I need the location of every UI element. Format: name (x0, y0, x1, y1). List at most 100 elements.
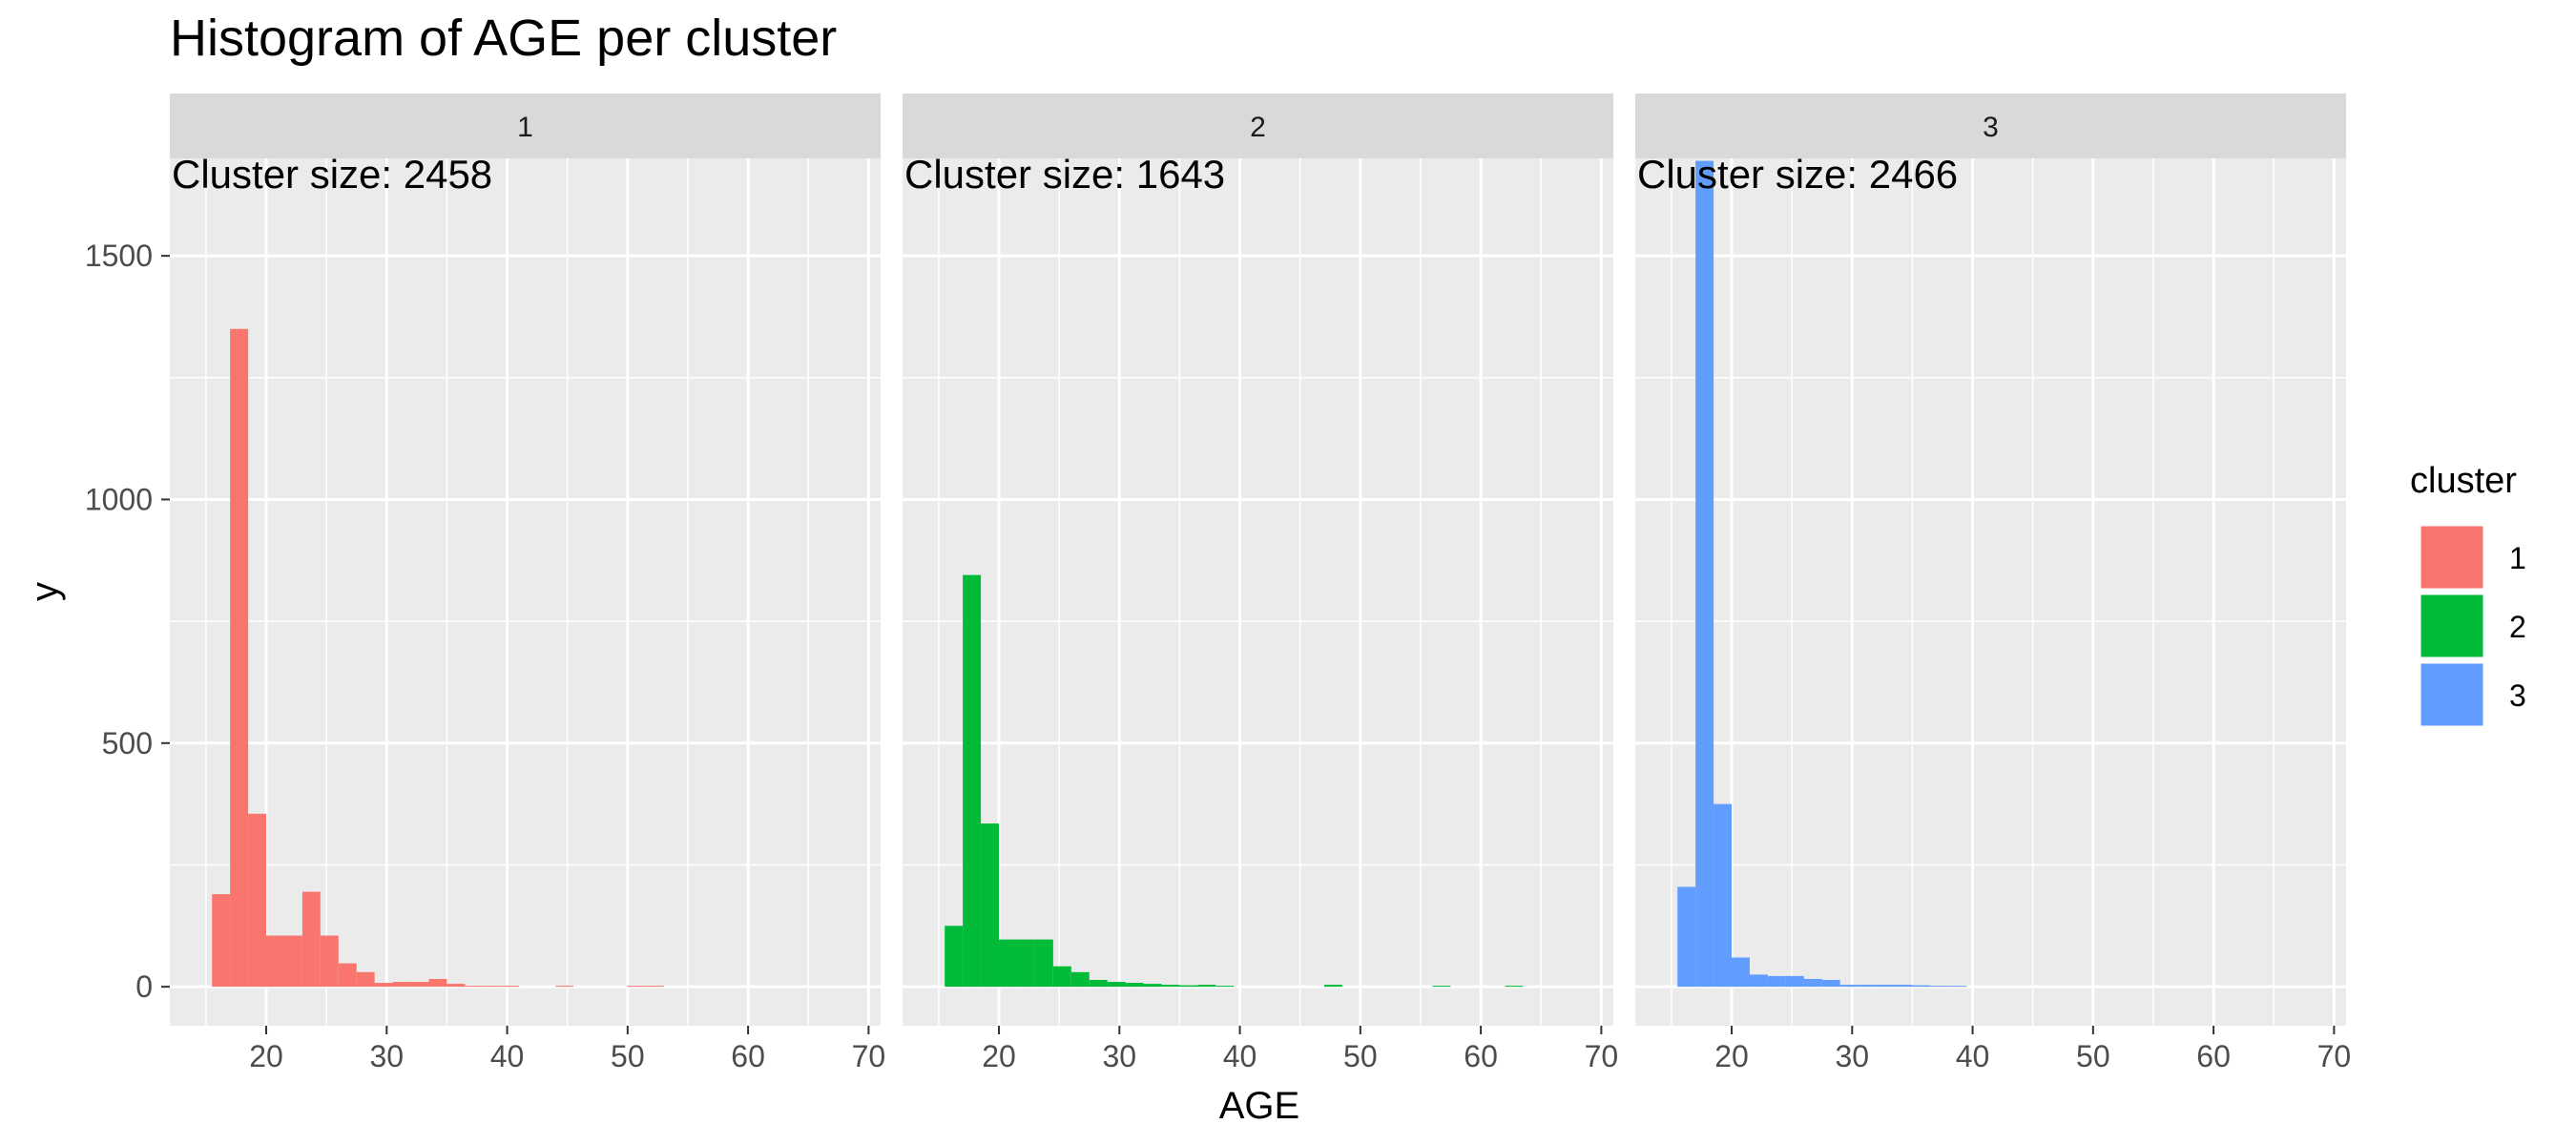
histogram-bar (981, 823, 1000, 988)
chart-title: Histogram of AGE per cluster (170, 10, 837, 67)
histogram-bar (1821, 979, 1840, 988)
x-tick-label: 50 (1343, 1039, 1378, 1073)
histogram-bar (1125, 983, 1144, 988)
histogram-bar (1179, 985, 1198, 988)
histogram-bar (248, 813, 267, 988)
y-tick-label: 1000 (85, 482, 153, 516)
histogram-bar (1215, 986, 1235, 988)
histogram-bar (447, 984, 466, 988)
facet-panel-1: 1 Cluster size: 2458 20 30 40 50 60 70 (170, 94, 885, 1073)
legend-title: cluster (2410, 461, 2517, 501)
histogram-bar (1894, 985, 1913, 988)
facet-strip-label: 2 (1250, 112, 1266, 143)
histogram-bar (555, 986, 574, 988)
panel-background (1635, 158, 2346, 1026)
histogram-bar (501, 986, 520, 988)
x-tick-label: 20 (1714, 1039, 1749, 1073)
histogram-bar (627, 986, 646, 988)
y-axis-title: y (24, 582, 66, 601)
histogram-bar (1749, 974, 1768, 988)
x-tick-label: 70 (1585, 1039, 1619, 1073)
histogram-bar (465, 986, 484, 988)
cluster-size-label: Cluster size: 2458 (172, 152, 492, 197)
histogram-bar (283, 935, 302, 988)
x-tick-label: 40 (1223, 1039, 1257, 1073)
facet-strip (1635, 94, 2346, 158)
histogram-bar (1143, 984, 1162, 988)
histogram-bar (266, 935, 284, 988)
x-tick-label: 40 (490, 1039, 525, 1073)
histogram-bar (1052, 966, 1071, 988)
x-tick-label: 30 (369, 1039, 404, 1073)
y-tick-label: 500 (102, 726, 153, 760)
facet-panel-3: 3 Cluster size: 2466 20 30 40 50 60 70 (1635, 94, 2351, 1073)
histogram-bar (1197, 985, 1216, 988)
x-tick-label: 60 (2196, 1039, 2231, 1073)
histogram-bar (1912, 985, 1931, 988)
histogram-bar (428, 978, 447, 988)
histogram-bar (410, 982, 429, 988)
facet-strip-label: 3 (1983, 112, 1999, 143)
histogram-bar (1432, 986, 1451, 988)
facet-panel-2: 2 Cluster size: 1643 20 30 40 50 60 70 (903, 94, 1618, 1073)
x-tick-label: 60 (731, 1039, 765, 1073)
x-axis-title: AGE (1219, 1085, 1299, 1127)
histogram-bar (1034, 939, 1053, 988)
x-tick-label: 30 (1102, 1039, 1136, 1073)
legend-label: 1 (2509, 541, 2526, 575)
x-tick-label: 50 (611, 1039, 645, 1073)
histogram-bar (1016, 939, 1035, 988)
histogram-bar (356, 971, 375, 988)
cluster-size-label: Cluster size: 2466 (1637, 152, 1958, 197)
legend-key-2 (2418, 592, 2486, 660)
histogram-bar (1107, 982, 1126, 988)
legend-key-3 (2418, 660, 2486, 729)
histogram-bar (1323, 985, 1342, 988)
histogram-bar (212, 894, 231, 988)
histogram-bar (1695, 160, 1714, 988)
histogram-bar (1677, 886, 1696, 988)
histogram-bar (1839, 985, 1859, 988)
histogram-bar (1948, 986, 1967, 988)
x-tick-label: 60 (1464, 1039, 1498, 1073)
x-tick-label: 20 (982, 1039, 1016, 1073)
histogram-bar (338, 963, 357, 988)
histogram-bar (1767, 975, 1786, 988)
histogram-bar (392, 982, 411, 988)
panel-background (170, 158, 881, 1026)
y-tick-label: 0 (135, 969, 153, 1004)
histogram-bar (945, 926, 964, 988)
histogram-bar (1785, 975, 1804, 988)
x-tick-label: 20 (249, 1039, 283, 1073)
histogram-bar (1876, 985, 1895, 988)
x-tick-label: 70 (852, 1039, 886, 1073)
histogram-bar (1505, 986, 1524, 988)
histogram-bar (230, 328, 249, 988)
x-tick-label: 30 (1835, 1039, 1869, 1073)
histogram-bar (1803, 978, 1822, 988)
histogram-bar (320, 935, 339, 988)
facet-strip-label: 1 (517, 112, 533, 143)
x-tick-label: 70 (2317, 1039, 2352, 1073)
histogram-bar (1930, 986, 1949, 988)
histogram-bar (645, 986, 664, 988)
legend-key-1 (2418, 523, 2486, 592)
y-tick-label: 1500 (85, 239, 153, 273)
panel-background (903, 158, 1613, 1026)
histogram-bar (1858, 985, 1877, 988)
legend-label: 3 (2509, 678, 2526, 713)
histogram-bar (1714, 803, 1733, 988)
histogram-bar (374, 983, 393, 988)
legend-label: 2 (2509, 610, 2526, 644)
y-axis: 0 500 1000 1500 (85, 239, 170, 1004)
histogram-bar (1070, 971, 1090, 988)
x-tick-label: 50 (2076, 1039, 2110, 1073)
x-tick-label: 40 (1956, 1039, 1990, 1073)
histogram-bar (1161, 985, 1180, 988)
histogram-bar (301, 891, 321, 988)
histogram-bar (1089, 979, 1108, 988)
histogram-bar (1732, 957, 1750, 988)
cluster-size-label: Cluster size: 1643 (904, 152, 1225, 197)
